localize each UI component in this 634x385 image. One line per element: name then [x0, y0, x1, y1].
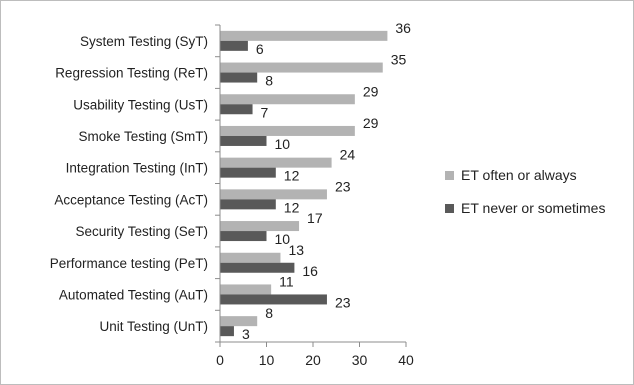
category-label: Smoke Testing (SmT) [78, 129, 208, 144]
data-label: 17 [307, 210, 323, 226]
x-tick-label: 30 [352, 352, 368, 368]
category-label: Regression Testing (ReT) [55, 66, 208, 81]
bar-often-or-always [220, 316, 258, 327]
bar-often-or-always [220, 94, 355, 105]
x-tick-label: 0 [216, 352, 224, 368]
legend-label: ET never or sometimes [461, 200, 605, 216]
bar-never-or-sometimes [220, 326, 234, 337]
bar-never-or-sometimes [220, 72, 258, 83]
legend-swatch-often-or-always [445, 171, 454, 180]
bar-never-or-sometimes [220, 135, 267, 146]
data-label: 23 [335, 294, 351, 310]
data-label: 10 [275, 231, 291, 247]
bar-often-or-always [220, 30, 388, 41]
category-label: Performance testing (PeT) [50, 256, 208, 271]
legend-swatch-never-or-sometimes [445, 204, 454, 213]
data-label: 13 [288, 242, 304, 258]
data-label: 29 [363, 115, 379, 131]
data-label: 12 [284, 168, 300, 184]
data-label: 36 [395, 20, 411, 36]
data-label: 3 [242, 326, 250, 342]
bar-often-or-always [220, 189, 327, 200]
data-label: 8 [265, 73, 273, 89]
category-label: Acceptance Testing (AcT) [54, 192, 208, 207]
bar-never-or-sometimes [220, 40, 248, 51]
bar-often-or-always [220, 221, 300, 232]
bar-never-or-sometimes [220, 231, 267, 242]
bar-never-or-sometimes [220, 262, 295, 273]
legend-label: ET often or always [461, 167, 577, 183]
x-tick-label: 10 [259, 352, 275, 368]
data-label: 35 [391, 52, 407, 68]
data-label: 12 [284, 199, 300, 215]
category-label: System Testing (SyT) [80, 34, 208, 49]
category-label: Unit Testing (UnT) [99, 319, 208, 334]
x-tick-label: 40 [398, 352, 414, 368]
data-label: 16 [302, 263, 318, 279]
data-label: 8 [265, 305, 273, 321]
bar-never-or-sometimes [220, 294, 327, 305]
data-label: 23 [335, 178, 351, 194]
data-label: 6 [256, 41, 264, 57]
bar-often-or-always [220, 62, 383, 73]
data-label: 7 [261, 104, 269, 120]
bar-never-or-sometimes [220, 199, 276, 210]
bar-often-or-always [220, 284, 272, 295]
bar-never-or-sometimes [220, 167, 276, 178]
category-label: Integration Testing (InT) [66, 161, 208, 176]
category-label: Security Testing (SeT) [75, 224, 208, 239]
bar-never-or-sometimes [220, 104, 253, 115]
data-label: 24 [340, 147, 356, 163]
x-tick-label: 20 [305, 352, 321, 368]
bar-often-or-always [220, 252, 281, 263]
data-label: 10 [275, 136, 291, 152]
category-label: Automated Testing (AuT) [59, 287, 208, 302]
category-label: Usability Testing (UsT) [73, 97, 208, 112]
bar-often-or-always [220, 157, 332, 168]
bar-often-or-always [220, 125, 355, 136]
data-label: 11 [279, 273, 294, 289]
data-label: 29 [363, 83, 379, 99]
